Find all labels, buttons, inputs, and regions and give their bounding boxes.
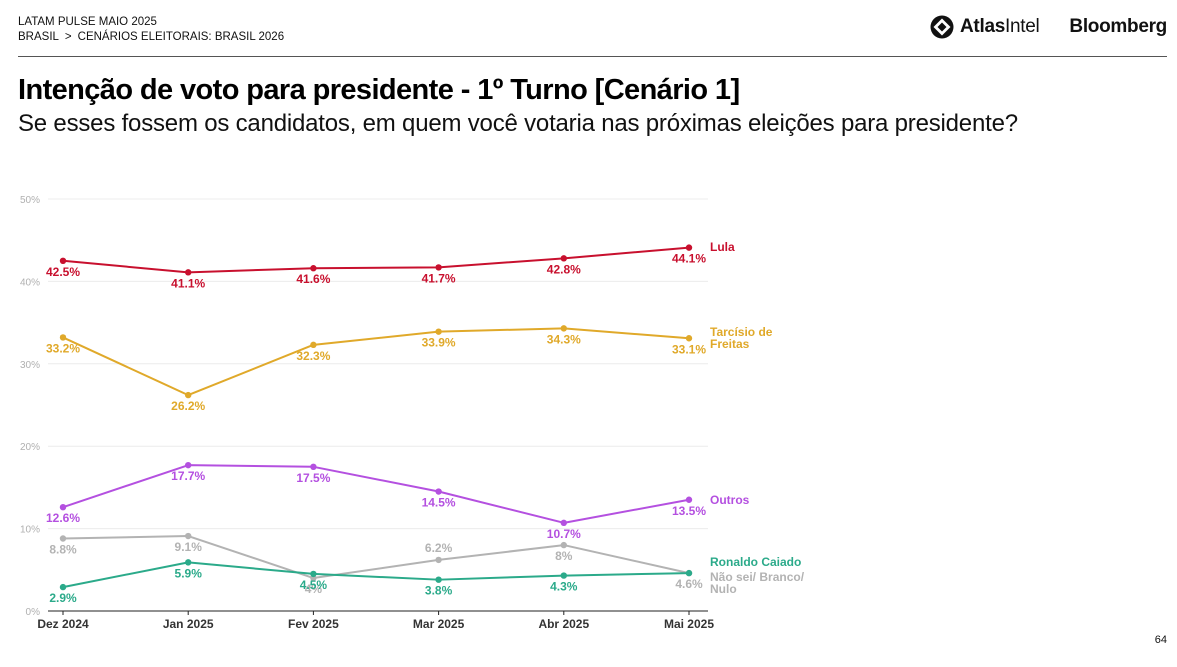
report-name: LATAM PULSE MAIO 2025 [18,16,157,28]
data-point-outros [685,496,693,503]
data-label-tarcisio-de-freitas: 33.2% [46,341,80,355]
data-label-outros: 14.5% [422,496,456,510]
chart-title: Intenção de voto para presidente - 1º Tu… [18,74,740,106]
legend-label-outros: Outros [710,493,750,507]
data-label-nao-sei-branco-nulo: 4% [305,582,323,596]
data-label-ronaldo-caiado: 2.9% [49,591,77,605]
data-label-lula: 41.1% [171,276,205,290]
data-point-nao-sei-branco-nulo [435,556,442,564]
data-point-outros [59,503,67,511]
data-point-ronaldo-caiado [185,559,192,566]
data-label-outros: 17.7% [171,469,205,483]
series-line-ronaldo-caiado [62,561,690,589]
legend-label-nao-sei-branco-nulo: Não sei/ Branco/ [710,570,805,584]
breadcrumb-leaf: CENÁRIOS ELEITORAIS: BRASIL 2026 [77,31,285,43]
data-label-outros: 13.5% [672,504,706,518]
legend-label-tarcisio-de-freitas: Tarcísio de [710,325,773,339]
data-label-nao-sei-branco-nulo: 6.2% [425,541,453,555]
data-label-nao-sei-branco-nulo: 4.6% [675,577,703,591]
chart-subtitle: Se esses fossem os candidatos, em quem v… [18,110,1018,137]
data-point-nao-sei-branco-nulo [310,574,317,582]
bloomberg-logo: Bloomberg [1069,16,1167,37]
x-tick-label: Jan 2025 [163,617,214,631]
data-point-tarcisio-de-freitas [435,328,442,335]
y-tick-label: 10% [20,525,40,536]
data-point-outros [435,488,442,495]
data-label-outros: 10.7% [547,527,581,541]
y-tick-label: 50% [20,195,40,206]
data-label-lula: 41.6% [296,272,330,286]
x-tick-label: Dez 2024 [37,617,89,631]
data-point-tarcisio-de-freitas [685,335,693,342]
data-point-lula [310,265,317,272]
report-header: LATAM PULSE MAIO 2025 BRASIL > CENÁRIOS … [18,15,284,45]
data-point-lula [560,255,567,262]
x-tick-label: Abr 2025 [538,617,589,631]
data-label-ronaldo-caiado: 4.5% [300,578,328,592]
x-tick-label: Mar 2025 [413,617,465,631]
header-divider [18,56,1167,57]
data-label-nao-sei-branco-nulo: 9.1% [175,540,203,554]
data-point-tarcisio-de-freitas [59,334,67,341]
data-label-tarcisio-de-freitas: 26.2% [171,399,205,413]
series-line-lula [62,246,690,274]
data-point-lula [685,244,693,251]
logo-bar: AtlasIntel Bloomberg [930,15,1167,39]
legend-label-ronaldo-caiado: Ronaldo Caiado [710,555,801,569]
data-label-tarcisio-de-freitas: 33.9% [422,336,456,350]
data-point-tarcisio-de-freitas [560,325,567,332]
data-point-ronaldo-caiado [685,569,693,577]
data-label-ronaldo-caiado: 3.8% [425,584,453,598]
data-point-nao-sei-branco-nulo [185,532,192,540]
data-point-nao-sei-branco-nulo [685,569,693,577]
data-label-lula: 41.7% [422,271,456,285]
breadcrumb: BRASIL > CENÁRIOS ELEITORAIS: BRASIL 202… [18,30,284,45]
data-label-lula: 44.1% [672,252,706,266]
data-point-lula [435,264,442,271]
data-label-tarcisio-de-freitas: 33.1% [672,342,706,356]
x-tick-label: Fev 2025 [288,617,339,631]
data-point-nao-sei-branco-nulo [560,541,567,549]
data-point-outros [185,461,192,469]
data-point-outros [310,463,317,470]
x-tick-label: Mai 2025 [664,617,714,631]
data-point-ronaldo-caiado [59,583,67,591]
data-label-nao-sei-branco-nulo: 8% [555,549,573,563]
data-point-lula [59,257,67,264]
y-tick-label: 40% [20,277,40,288]
atlasintel-wordmark-light: Intel [1004,16,1040,37]
y-tick-label: 20% [20,442,40,453]
data-label-outros: 12.6% [46,511,80,525]
data-point-ronaldo-caiado [310,570,317,578]
data-label-lula: 42.5% [46,265,80,279]
atlasintel-logo: AtlasIntel [930,15,1040,39]
data-point-ronaldo-caiado [435,576,442,583]
series-line-outros [62,464,690,524]
breadcrumb-separator: > [64,31,72,43]
legend-label-nao-sei-branco-nulo: Nulo [710,582,737,596]
data-point-nao-sei-branco-nulo [59,535,67,542]
legend-label-lula: Lula [710,240,735,254]
data-point-lula [185,269,192,276]
page-number: 64 [1154,634,1167,646]
data-label-tarcisio-de-freitas: 32.3% [296,349,330,363]
atlasintel-mark-icon [930,15,954,39]
data-point-ronaldo-caiado [560,572,567,579]
data-point-tarcisio-de-freitas [185,391,192,399]
y-tick-label: 30% [20,360,40,371]
series-line-tarcisio-de-freitas [62,327,690,397]
data-point-tarcisio-de-freitas [310,341,317,349]
data-label-nao-sei-branco-nulo: 8.8% [49,542,77,556]
breadcrumb-root: BRASIL [18,31,59,43]
legend-label-tarcisio-de-freitas: Freitas [710,337,750,351]
data-label-ronaldo-caiado: 5.9% [175,566,203,580]
data-label-ronaldo-caiado: 4.3% [550,580,578,594]
data-label-outros: 17.5% [296,471,330,485]
atlasintel-wordmark-bold: Atlas [960,16,1005,37]
data-label-lula: 42.8% [547,262,581,276]
data-point-outros [560,519,567,527]
series-line-nao-sei-branco-nulo [62,535,690,580]
data-label-tarcisio-de-freitas: 34.3% [547,332,581,346]
y-tick-label: 0% [26,607,41,618]
